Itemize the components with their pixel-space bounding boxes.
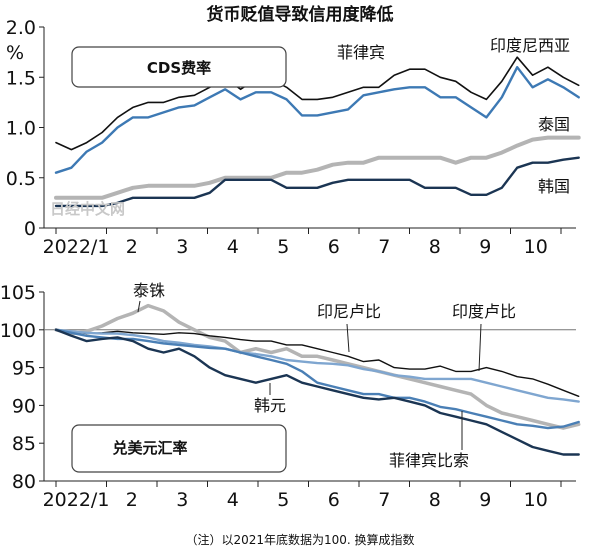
fx-series-line-2 bbox=[54, 328, 580, 403]
cds-y-tick-label: 1.5 bbox=[6, 67, 36, 89]
fx-y-tick-label: 90 bbox=[12, 395, 36, 417]
fx-series-line-4 bbox=[54, 328, 580, 456]
cds-series-line-0 bbox=[55, 56, 580, 151]
fx-x-tick-label: 2 bbox=[126, 489, 138, 511]
cds-series-line-1 bbox=[54, 65, 580, 174]
fx-series-line-0 bbox=[54, 303, 581, 430]
cds-x-tick-label: 6 bbox=[328, 236, 340, 258]
fx-label-won: 韩元 bbox=[254, 396, 286, 415]
cds-x-tick-label: 10 bbox=[524, 236, 548, 258]
cds-x-tick-label: 8 bbox=[429, 236, 441, 258]
cds-y-tick-label: 0.5 bbox=[6, 168, 36, 190]
fx-x-tick-label: 4 bbox=[227, 489, 239, 511]
cds-x-tick-label: 5 bbox=[277, 236, 289, 258]
fx-y-tick-label: 100 bbox=[0, 320, 36, 342]
fx-grid bbox=[39, 291, 576, 487]
fx-series bbox=[54, 303, 581, 456]
fx-leader-thai-baht bbox=[137, 300, 141, 313]
cds-y-ticks: 0 0.5 1.0 1.5 2.0 bbox=[6, 17, 36, 240]
fx-x-tick-label: 3 bbox=[176, 489, 188, 511]
cds-grid bbox=[39, 26, 576, 234]
cds-label-philippines: 菲律宾 bbox=[337, 43, 385, 62]
cds-label-indonesia: 印度尼西亚 bbox=[490, 36, 570, 55]
fx-label-box bbox=[71, 424, 287, 473]
cds-series-line-3 bbox=[54, 156, 580, 208]
fx-x-tick-label: 9 bbox=[479, 489, 491, 511]
fx-label: 兑美元汇率 bbox=[112, 439, 187, 457]
cds-y-tick-label: 2.0 bbox=[6, 17, 36, 39]
fx-series-line-3 bbox=[54, 328, 580, 430]
fx-y-tick-label: 80 bbox=[12, 471, 36, 493]
fx-x-tick-label: 2022/1 bbox=[43, 489, 110, 511]
cds-label: CDS费率 bbox=[147, 59, 211, 77]
cds-series bbox=[54, 56, 581, 208]
fx-panel: 兑美元汇率 80 85 90 95 100 105 2022/1 2 3 4 5 6 7 8 9 10 泰铢… bbox=[0, 281, 581, 511]
fx-x-tick-label: 8 bbox=[429, 489, 441, 511]
cds-y-unit: % bbox=[6, 42, 24, 64]
fx-x-tick-label: 5 bbox=[277, 489, 289, 511]
fx-x-ticks: 2022/1 2 3 4 5 6 7 8 9 10 bbox=[43, 489, 548, 511]
cds-x-tick-label: 7 bbox=[378, 236, 390, 258]
cds-y-tick-label: 0 bbox=[24, 218, 36, 240]
fx-label-thai-baht: 泰铢 bbox=[133, 281, 165, 300]
fx-y-ticks: 80 85 90 95 100 105 bbox=[0, 282, 36, 493]
cds-label-box bbox=[71, 46, 287, 88]
cds-label-korea: 韩国 bbox=[538, 177, 570, 196]
watermark: 日经中文网 bbox=[50, 200, 125, 218]
cds-x-tick-label: 3 bbox=[176, 236, 188, 258]
figure-title: 货币贬值导致信用度降低 bbox=[207, 4, 394, 25]
fx-label-peso: 菲律宾比索 bbox=[389, 451, 469, 470]
fx-x-tick-label: 6 bbox=[328, 489, 340, 511]
cds-label-thailand: 泰国 bbox=[538, 115, 570, 134]
cds-x-tick-label: 4 bbox=[227, 236, 239, 258]
cds-x-tick-label: 9 bbox=[479, 236, 491, 258]
cds-x-tick-label: 2 bbox=[126, 236, 138, 258]
fx-y-tick-label: 105 bbox=[0, 282, 36, 304]
cds-y-tick-label: 1.0 bbox=[6, 118, 36, 140]
fx-y-tick-label: 95 bbox=[12, 358, 36, 380]
fx-x-tick-label: 7 bbox=[378, 489, 390, 511]
cds-x-tick-label: 2022/1 bbox=[43, 236, 110, 258]
cds-series-line-2 bbox=[54, 135, 581, 200]
footnote: （注）以2021年底数据为100. 换算成指数 bbox=[185, 532, 414, 547]
fx-label-rupiah: 印尼卢比 bbox=[317, 302, 381, 321]
fx-label-indian-rupee: 印度卢比 bbox=[452, 302, 516, 321]
fx-leader-indian-rupee bbox=[478, 323, 482, 372]
fx-series-line-1 bbox=[55, 329, 580, 397]
cds-x-ticks: 2022/1 2 3 4 5 6 7 8 9 10 bbox=[43, 236, 548, 258]
fx-x-tick-label: 10 bbox=[524, 489, 548, 511]
fx-y-tick-label: 85 bbox=[12, 433, 36, 455]
cds-panel: CDS费率 % 0 0.5 1.0 1.5 2.0 2022/1 2 3 4 5 6 7 8 9 10 菲… bbox=[6, 17, 581, 258]
fx-leader-rupiah bbox=[346, 323, 350, 353]
